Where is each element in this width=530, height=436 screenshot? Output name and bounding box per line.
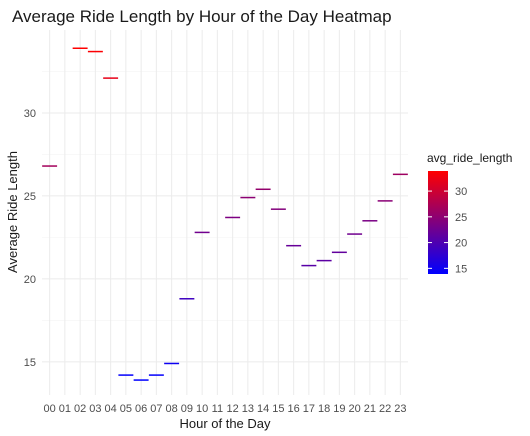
x-tick-label: 10 — [196, 403, 208, 415]
legend-ticks: 15 20 25 30 — [428, 186, 467, 275]
heat-tile — [179, 298, 195, 300]
x-tick-label: 21 — [364, 403, 376, 415]
x-tick-label: 13 — [242, 403, 254, 415]
color-legend: avg_ride_length 15 20 25 30 — [427, 151, 512, 275]
x-tick-label: 06 — [135, 403, 147, 415]
x-tick-label: 14 — [257, 403, 269, 415]
heat-tile — [240, 196, 256, 199]
x-tick-label: 09 — [181, 403, 193, 415]
heatmap-tiles — [42, 47, 408, 381]
x-tick-label: 23 — [394, 403, 406, 415]
x-tick-label: 19 — [333, 403, 345, 415]
y-tick-label: 30 — [24, 108, 36, 120]
x-tick-label: 15 — [272, 403, 284, 415]
heat-tile — [301, 264, 317, 267]
chart-title: Average Ride Length by Hour of the Day H… — [12, 7, 392, 26]
legend-tick-label: 15 — [455, 263, 467, 275]
x-tick-label: 18 — [318, 403, 330, 415]
heat-tile — [103, 77, 119, 79]
legend-colorbar — [428, 171, 448, 274]
y-tick-label: 15 — [24, 357, 36, 369]
heat-tile — [362, 220, 378, 222]
y-axis-title: Average Ride Length — [5, 151, 20, 273]
x-tick-label: 17 — [303, 403, 315, 415]
heat-tile — [148, 374, 164, 376]
y-tick-label: 25 — [24, 191, 36, 203]
x-tick-label: 02 — [74, 403, 86, 415]
x-tick-label: 12 — [227, 403, 239, 415]
legend-tick-label: 20 — [455, 238, 467, 250]
x-tick-label: 11 — [212, 403, 223, 415]
legend-tick-label: 30 — [455, 186, 467, 198]
y-axis-ticks: 15 20 25 30 — [24, 108, 36, 369]
x-tick-label: 05 — [120, 403, 132, 415]
heat-tile — [286, 244, 302, 247]
x-tick-label: 04 — [105, 403, 117, 415]
heat-tile — [255, 188, 271, 191]
x-tick-label: 07 — [150, 403, 162, 415]
x-tick-label: 01 — [59, 403, 71, 415]
heat-tile — [118, 374, 134, 376]
heat-tile — [225, 216, 241, 219]
x-tick-label: 16 — [288, 403, 300, 415]
legend-tick-label: 25 — [455, 212, 467, 224]
x-tick-label: 00 — [44, 403, 56, 415]
x-tick-label: 20 — [349, 403, 361, 415]
legend-title: avg_ride_length — [427, 151, 512, 165]
grid-lines — [42, 30, 408, 395]
heat-tile — [270, 208, 286, 210]
heat-tile — [377, 200, 393, 202]
heat-tile — [42, 165, 58, 167]
heat-tile — [392, 173, 408, 176]
heat-tile — [87, 50, 103, 53]
x-tick-label: 03 — [89, 403, 101, 415]
heat-tile — [194, 231, 210, 234]
heat-tile — [133, 379, 149, 381]
x-tick-label: 22 — [379, 403, 391, 415]
y-tick-label: 20 — [24, 274, 36, 286]
x-axis-ticks: 00 01 02 03 04 05 06 07 08 09 10 11 12 13 14 15 16 17 18 19… — [44, 403, 407, 415]
heat-tile — [316, 259, 332, 262]
x-tick-label: 08 — [166, 403, 178, 415]
heat-tile — [331, 251, 347, 254]
heat-tile — [72, 47, 88, 49]
x-axis-title: Hour of the Day — [179, 416, 271, 431]
heat-tile — [347, 233, 363, 235]
heat-tile — [164, 362, 180, 365]
